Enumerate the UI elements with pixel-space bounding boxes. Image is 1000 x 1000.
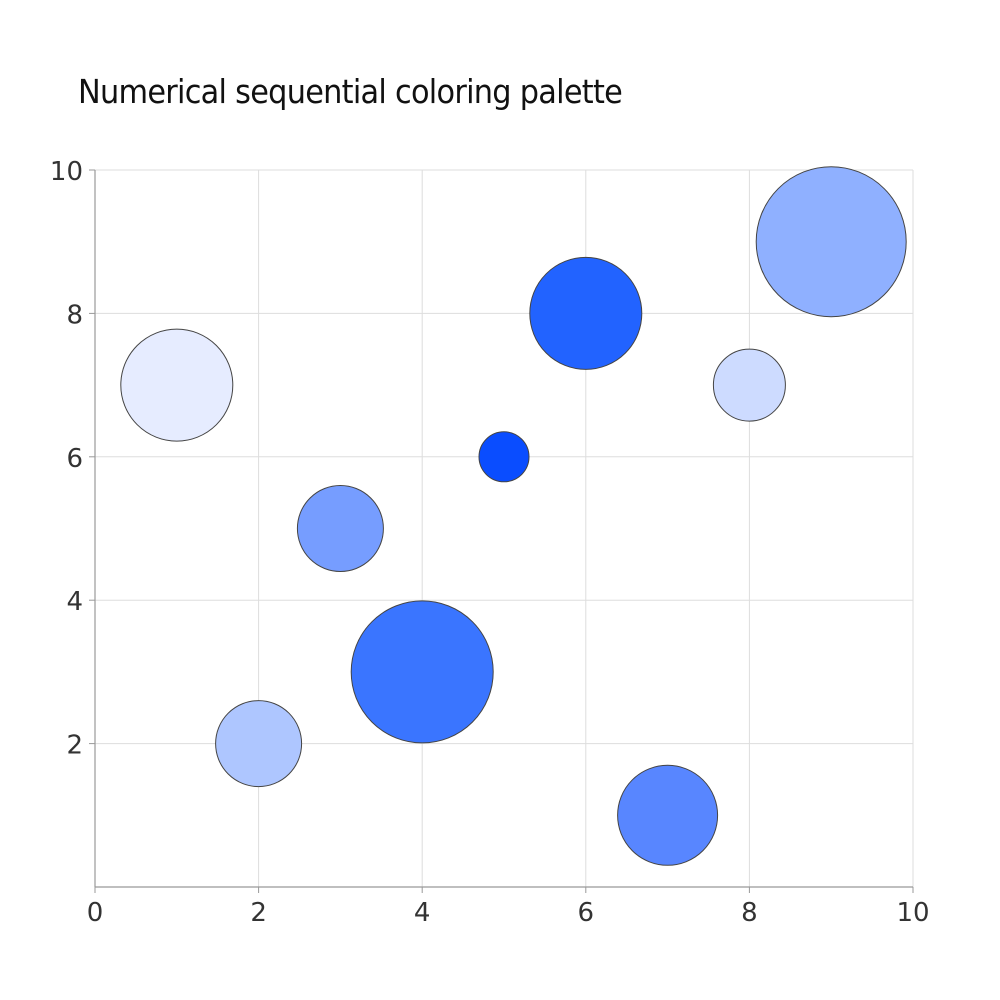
x-tick-label: 6 <box>578 898 595 928</box>
bubble <box>350 600 494 744</box>
y-tick-label: 10 <box>50 157 83 187</box>
y-tick-label: 6 <box>66 444 83 474</box>
bubble <box>478 431 530 483</box>
bubble <box>755 166 907 318</box>
bubble <box>712 348 786 422</box>
bubble <box>529 256 643 370</box>
y-tick-label: 4 <box>66 587 83 617</box>
bubble <box>617 764 719 866</box>
y-tick-label: 2 <box>66 731 83 761</box>
x-tick-label: 2 <box>250 898 267 928</box>
x-tick-label: 10 <box>896 898 929 928</box>
x-tick-label: 4 <box>414 898 431 928</box>
bubbles <box>120 166 907 866</box>
tick-labels: 0 2 4 6 8 10 2 4 6 8 10 <box>50 157 930 928</box>
bubble <box>296 485 384 572</box>
bubble <box>120 328 234 442</box>
axes <box>89 169 914 893</box>
x-tick-label: 0 <box>87 898 104 928</box>
y-tick-label: 8 <box>66 300 83 330</box>
x-tick-label: 8 <box>741 898 758 928</box>
chart-title: Numerical sequential coloring palette <box>78 72 623 111</box>
bubble <box>215 700 303 788</box>
